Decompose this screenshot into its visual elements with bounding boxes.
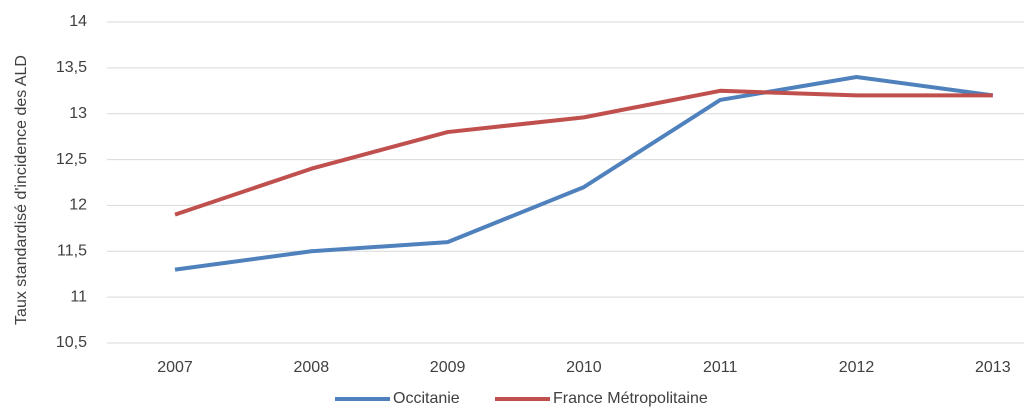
y-tick-label: 10,5	[56, 334, 87, 351]
x-tick-label: 2012	[839, 359, 875, 376]
line-series	[174, 75, 994, 272]
y-tick-label: 12	[69, 197, 87, 214]
y-tick-label: 13	[69, 105, 87, 122]
y-tick-label: 12,5	[56, 151, 87, 168]
x-tick-label: 2009	[430, 359, 466, 376]
x-tick-label: 2010	[566, 359, 602, 376]
y-axis-label: Taux standardisé d'incidence des ALD	[13, 55, 30, 325]
legend-label: France Métropolitaine	[553, 390, 708, 407]
x-tick-label: 2013	[975, 359, 1011, 376]
x-tick-label: 2011	[703, 359, 738, 376]
y-tick-label: 11,5	[57, 243, 87, 260]
y-tick-label: 13,5	[56, 59, 87, 76]
y-tick-label: 11	[70, 288, 87, 305]
line-series	[174, 88, 993, 217]
y-tick-label: 14	[69, 13, 87, 30]
legend-label: Occitanie	[393, 390, 460, 407]
x-tick-label: 2008	[294, 359, 330, 376]
x-tick-label: 2007	[157, 359, 193, 376]
